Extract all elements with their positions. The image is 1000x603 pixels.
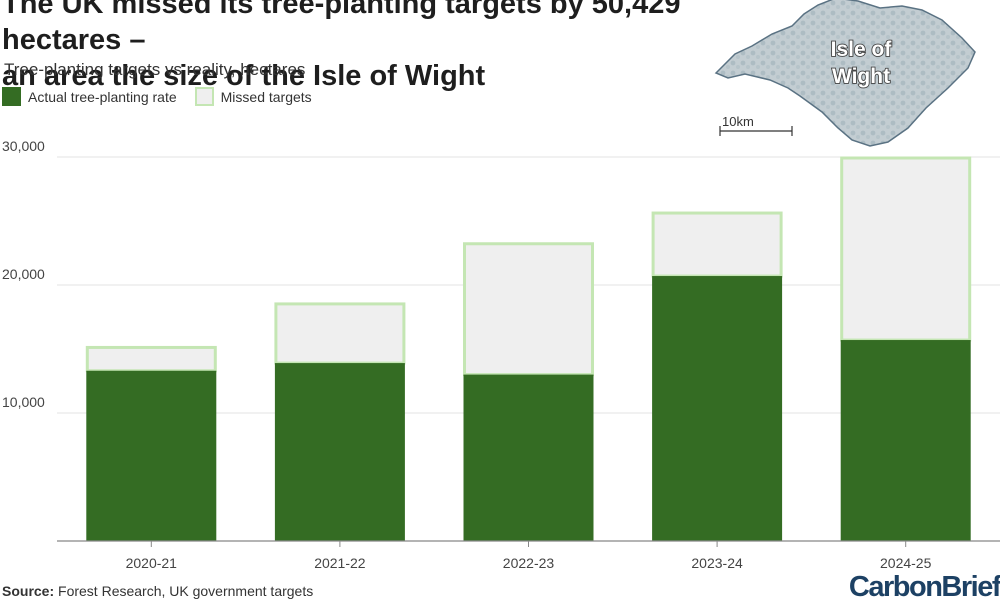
bar-actual-2020-21 xyxy=(86,370,217,541)
bar-actual-2023-24 xyxy=(652,276,783,541)
source-text: Forest Research, UK government targets xyxy=(54,583,314,599)
x-tick-label-2024-25: 2024-25 xyxy=(880,555,932,571)
bar-actual-2024-25 xyxy=(840,340,971,541)
bar-actual-2021-22 xyxy=(274,363,405,541)
chart-title-line-2: an area the size of the Isle of Wight xyxy=(2,60,486,92)
carbon-brief-logo: CarbonBrief xyxy=(848,571,1000,603)
legend-item-actual: Actual tree-planting rate xyxy=(2,87,177,106)
bar-actual-2022-23 xyxy=(463,374,594,541)
x-tick-label-2023-24: 2023-24 xyxy=(691,555,743,571)
legend-label-missed: Missed targets xyxy=(220,88,312,105)
legend-swatch-missed xyxy=(194,87,214,106)
bar-missed-2023-24 xyxy=(651,211,783,278)
bar-missed-2024-25 xyxy=(840,156,972,342)
legend-swatch-actual xyxy=(2,87,21,106)
legend-item-missed: Missed targets xyxy=(194,87,312,106)
y-tick-label-0: 10,000 xyxy=(2,394,45,410)
x-tick-label-2022-23: 2022-23 xyxy=(503,555,555,571)
source-label: Source: xyxy=(2,583,55,599)
source-note: Source: Forest Research, UK government t… xyxy=(2,583,313,599)
x-tick-label-2020-21: 2020-21 xyxy=(126,555,178,571)
chart-subtitle: Tree-planting targets vs reality, hectar… xyxy=(4,60,306,79)
map-label-line-2: Wight xyxy=(832,65,890,88)
legend-label-actual: Actual tree-planting rate xyxy=(28,88,177,105)
bar-missed-2022-23 xyxy=(463,242,594,377)
bar-missed-2021-22 xyxy=(274,302,406,365)
y-tick-label-2: 30,000 xyxy=(2,138,45,154)
map-scale-label: 10km xyxy=(722,114,754,129)
map-label-line-1: Isle of xyxy=(831,38,893,61)
map-scale-bar: 10km xyxy=(719,114,793,136)
chart-title: The UK missed its tree-planting targets … xyxy=(2,0,802,94)
x-tick-label-2021-22: 2021-22 xyxy=(314,555,366,571)
bar-missed-2020-21 xyxy=(85,345,217,373)
y-tick-label-1: 20,000 xyxy=(2,266,45,282)
legend: Actual tree-planting rate Missed targets xyxy=(2,87,330,106)
isle-of-wight-shape xyxy=(714,0,976,147)
chart-title-line-1: The UK missed its tree-planting targets … xyxy=(2,0,681,56)
